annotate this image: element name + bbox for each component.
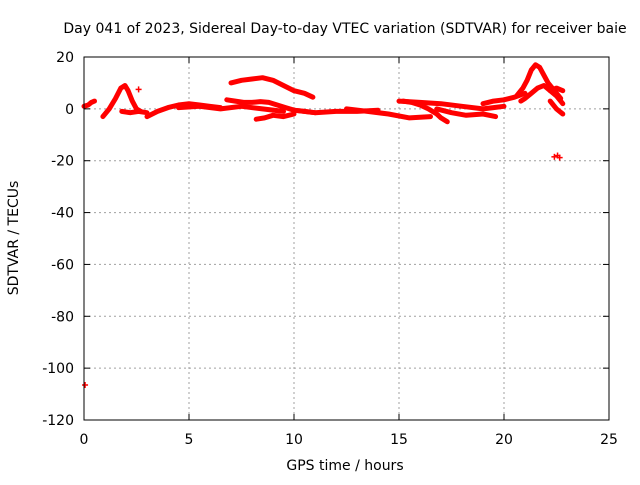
x-tick-label: 25 <box>600 432 618 448</box>
data-arc-arc-17h-20h <box>434 106 499 120</box>
data-arc-arc-5h-9h <box>176 103 286 114</box>
data-arc-arc-upper-tail-22h <box>547 85 566 94</box>
tick-label-layer: 0 5 10 15 20 25 20 0 -20 -40 -60 -80 -100 -120 <box>42 50 618 448</box>
points-layer <box>82 86 563 388</box>
y-tick-label: -120 <box>42 413 74 429</box>
series-layer <box>81 62 566 125</box>
data-arc-arc-peak-2h <box>100 83 144 120</box>
data-arc-arc-peak-21h <box>514 62 564 101</box>
x-tick-label: 20 <box>495 432 513 448</box>
data-arc-arc-15h-20h <box>396 98 507 112</box>
y-tick-label: -80 <box>51 309 74 325</box>
x-tick-label: 15 <box>390 432 408 448</box>
y-tick-label: 0 <box>65 102 74 118</box>
data-arc-arc-lower-21h <box>518 83 566 107</box>
x-tick-label: 5 <box>185 432 194 448</box>
data-arc-arc-end-22h <box>547 98 566 117</box>
y-tick-label: -20 <box>51 154 74 170</box>
data-point <box>551 153 558 160</box>
data-point <box>556 154 563 161</box>
data-arc-arc-low-2h <box>119 108 150 116</box>
y-tick-label: -60 <box>51 257 74 273</box>
y-tick-label: -100 <box>42 361 74 377</box>
y-axis-label: SDTVAR / TECUs <box>6 181 22 296</box>
data-arc-arc-upper-8h <box>228 75 316 100</box>
y-tick-label: -40 <box>51 206 74 222</box>
chart-title: Day 041 of 2023, Sidereal Day-to-day VTE… <box>63 21 626 37</box>
plot-frame <box>83 56 610 421</box>
x-axis-label: GPS time / hours <box>286 458 403 474</box>
data-point <box>135 86 142 93</box>
data-arc-arc-start <box>81 98 97 109</box>
data-point <box>82 381 89 388</box>
x-tick-label: 10 <box>285 432 303 448</box>
tick-layer <box>83 56 610 421</box>
data-arc-arc-low-8h-10h <box>253 111 297 122</box>
data-arc-arc-12h-16h <box>344 106 433 121</box>
x-tick-label: 0 <box>80 432 89 448</box>
y-tick-label: 20 <box>56 50 74 66</box>
